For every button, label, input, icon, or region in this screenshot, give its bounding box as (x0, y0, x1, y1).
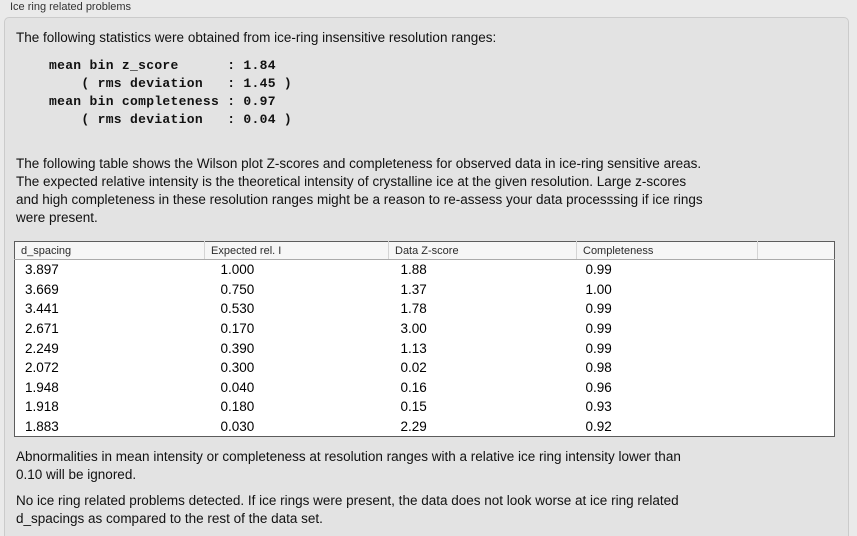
table-header-row: d_spacing Expected rel. I Data Z-score Comp… (14, 241, 835, 260)
column-header[interactable]: Expected rel. I (204, 241, 389, 260)
table-description: The following table shows the Wilson plo… (16, 156, 703, 225)
conclusion-text: No ice ring related problems detected. I… (16, 493, 679, 526)
table-cell: 0.96 (585, 379, 612, 395)
table-cell-filler (758, 358, 835, 378)
table-row[interactable]: 1.948 0.040 0.16 0.96 (15, 378, 835, 398)
table-cell: 2.29 (400, 419, 427, 435)
table-cell: 3.669 (25, 281, 59, 297)
table-cell-filler (758, 299, 835, 319)
table-body: 3.897 1.000 1.88 0.99 3.669 0.750 1.37 1.00 3.44… (15, 260, 835, 437)
ice-ring-table: d_spacing Expected rel. I Data Z-score Comp… (14, 241, 835, 438)
table-cell: 1.37 (400, 281, 427, 297)
table-cell-filler (758, 338, 835, 358)
table-row[interactable]: 2.072 0.300 0.02 0.98 (15, 358, 835, 378)
table-cell: 0.98 (585, 360, 612, 376)
table-cell: 1.00 (585, 281, 612, 297)
table-cell: 0.92 (585, 419, 612, 435)
table-cell: 0.530 (220, 301, 255, 317)
column-header[interactable]: d_spacing (14, 241, 205, 260)
column-header[interactable]: Completeness (576, 241, 758, 260)
table-cell: 0.750 (220, 281, 255, 297)
table-cell: 3.897 (25, 262, 59, 278)
table-row[interactable]: 2.671 0.170 3.00 0.99 (15, 319, 835, 339)
table-cell-filler (758, 319, 835, 339)
table-cell: 0.180 (220, 399, 255, 415)
table-cell-filler (758, 260, 835, 280)
table-cell: 0.15 (400, 399, 427, 415)
table-cell: 0.99 (585, 262, 612, 278)
stats-block: mean bin z_score : 1.84 ( rms deviation … (49, 58, 293, 127)
table-cell: 1.000 (220, 262, 255, 278)
table-row[interactable]: 1.883 0.030 2.29 0.92 (15, 417, 835, 437)
table-cell: 0.93 (585, 399, 612, 415)
table-cell: 1.88 (400, 262, 427, 278)
table-cell: 3.00 (400, 321, 427, 337)
table-cell-filler (758, 417, 835, 437)
table-cell: 0.99 (585, 340, 612, 356)
table-cell: 2.072 (25, 360, 59, 376)
table-row[interactable]: 1.918 0.180 0.15 0.93 (15, 397, 835, 417)
column-header-filler (757, 241, 835, 260)
table-cell-filler (758, 397, 835, 417)
table-cell: 0.99 (585, 321, 612, 337)
table-cell-filler (758, 378, 835, 398)
table-cell: 0.040 (220, 379, 255, 395)
table-cell: 0.16 (400, 379, 427, 395)
table-row[interactable]: 2.249 0.390 1.13 0.99 (15, 338, 835, 358)
table-cell: 1.13 (400, 340, 427, 356)
table-cell: 0.030 (220, 419, 255, 435)
panel-title: Ice ring related problems (10, 1, 132, 13)
table-cell: 0.99 (585, 301, 612, 317)
table-cell: 1.883 (25, 419, 59, 435)
table-cell: 2.671 (25, 321, 59, 337)
table-cell-filler (758, 280, 835, 300)
table-row[interactable]: 3.897 1.000 1.88 0.99 (15, 260, 835, 280)
table-cell: 2.249 (25, 340, 59, 356)
table-row[interactable]: 3.669 0.750 1.37 1.00 (15, 280, 835, 300)
table-cell: 3.441 (25, 301, 59, 317)
column-header[interactable]: Data Z-score (388, 241, 577, 260)
footnote-text: Abnormalities in mean intensity or compl… (16, 449, 681, 482)
intro-text: The following statistics were obtained f… (16, 30, 497, 45)
table-row[interactable]: 3.441 0.530 1.78 0.99 (15, 299, 835, 319)
table-cell: 0.390 (220, 340, 255, 356)
table-cell: 0.170 (220, 321, 255, 337)
table-cell: 1.78 (400, 301, 427, 317)
table-cell: 1.948 (25, 379, 59, 395)
table-cell: 0.300 (220, 360, 255, 376)
table-cell: 1.918 (25, 399, 59, 415)
table-cell: 0.02 (400, 360, 427, 376)
